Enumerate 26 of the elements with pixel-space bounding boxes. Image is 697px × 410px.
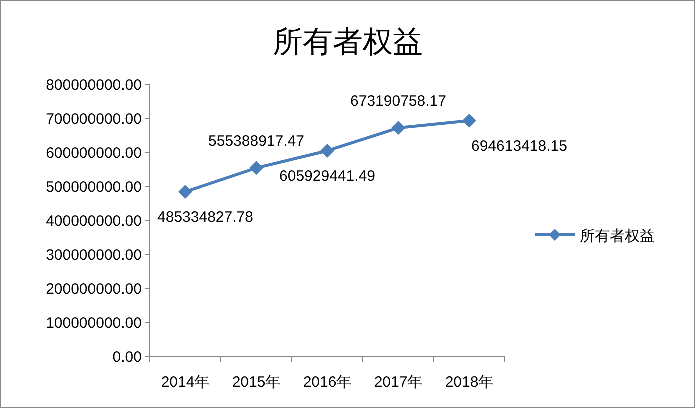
y-tick-label: 0.00 — [112, 349, 142, 366]
y-tick-label: 200000000.00 — [46, 281, 142, 298]
data-label: 485334827.78 — [158, 208, 254, 226]
x-tick-label: 2016年 — [303, 374, 352, 391]
data-label: 673190758.17 — [350, 93, 446, 110]
legend-label: 所有者权益 — [580, 228, 655, 245]
y-tick-label: 700000000.00 — [46, 111, 142, 128]
chart-title: 所有者权益 — [273, 26, 423, 59]
y-tick-label: 400000000.00 — [46, 213, 142, 230]
point — [320, 144, 334, 158]
x-tick-label: 2014年 — [161, 374, 210, 391]
y-tick-label: 300000000.00 — [46, 247, 142, 264]
point — [250, 161, 264, 176]
y-tick-label: 600000000.00 — [46, 145, 142, 162]
point — [462, 114, 476, 128]
x-tick-label: 2015年 — [232, 374, 281, 391]
x-tick-label: 2017年 — [374, 374, 423, 391]
y-tick-label: 800000000.00 — [46, 77, 142, 94]
y-tick-label: 500000000.00 — [46, 179, 142, 196]
point — [178, 184, 192, 199]
point — [392, 121, 406, 136]
data-label: 605929441.49 — [280, 168, 376, 185]
data-label: 555388917.47 — [208, 133, 304, 150]
x-tick-label: 2018年 — [445, 374, 494, 391]
y-tick-label: 100000000.00 — [46, 315, 142, 332]
data-label: 694613418.15 — [472, 138, 568, 155]
